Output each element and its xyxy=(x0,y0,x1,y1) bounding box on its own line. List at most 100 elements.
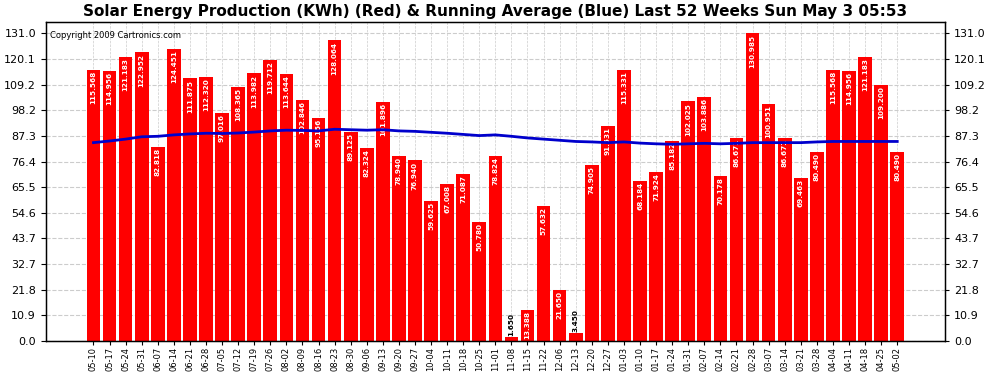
Bar xyxy=(569,333,582,341)
Text: 50.780: 50.780 xyxy=(476,223,482,251)
Bar xyxy=(119,57,133,341)
Text: 124.451: 124.451 xyxy=(171,50,177,83)
Text: 101.896: 101.896 xyxy=(380,103,386,136)
Text: 78.940: 78.940 xyxy=(396,157,402,185)
Bar xyxy=(488,156,502,341)
Text: 78.824: 78.824 xyxy=(492,157,498,185)
Text: 108.365: 108.365 xyxy=(236,88,242,121)
Text: 80.490: 80.490 xyxy=(894,153,900,181)
Text: 59.625: 59.625 xyxy=(428,202,434,231)
Bar xyxy=(392,156,406,341)
Text: 80.490: 80.490 xyxy=(814,153,820,181)
Text: 122.952: 122.952 xyxy=(139,54,145,87)
Text: 121.183: 121.183 xyxy=(123,58,129,90)
Bar xyxy=(537,206,550,341)
Bar xyxy=(296,99,309,341)
Text: 3.450: 3.450 xyxy=(573,309,579,332)
Text: 13.388: 13.388 xyxy=(525,311,531,339)
Text: 102.846: 102.846 xyxy=(299,101,306,134)
Text: 86.671: 86.671 xyxy=(734,139,740,167)
Bar xyxy=(858,57,872,341)
Text: 111.875: 111.875 xyxy=(187,80,193,112)
Text: 1.650: 1.650 xyxy=(509,313,515,336)
Bar xyxy=(199,77,213,341)
Bar xyxy=(135,53,148,341)
Bar xyxy=(360,148,373,341)
Bar xyxy=(874,85,888,341)
Bar xyxy=(328,40,342,341)
Bar xyxy=(456,174,470,341)
Bar xyxy=(730,138,743,341)
Bar xyxy=(794,178,808,341)
Text: 89.125: 89.125 xyxy=(347,133,353,161)
Bar xyxy=(761,104,775,341)
Bar xyxy=(665,141,679,341)
Text: 86.671: 86.671 xyxy=(782,139,788,167)
Bar xyxy=(521,310,535,341)
Text: 70.178: 70.178 xyxy=(718,177,724,205)
Bar xyxy=(778,138,792,341)
Text: 71.087: 71.087 xyxy=(460,175,466,203)
Bar xyxy=(376,102,390,341)
Bar xyxy=(167,49,181,341)
Text: 119.712: 119.712 xyxy=(267,61,273,94)
Text: 128.064: 128.064 xyxy=(332,42,338,75)
Bar xyxy=(312,118,326,341)
Bar xyxy=(617,70,631,341)
Text: 97.016: 97.016 xyxy=(219,114,225,142)
Text: 114.956: 114.956 xyxy=(107,72,113,105)
Bar xyxy=(842,71,855,341)
Text: 57.632: 57.632 xyxy=(541,207,546,235)
Bar xyxy=(634,181,646,341)
Bar xyxy=(505,337,518,341)
Bar xyxy=(248,74,261,341)
Text: 74.905: 74.905 xyxy=(589,166,595,194)
Bar xyxy=(183,78,197,341)
Text: 115.568: 115.568 xyxy=(830,71,836,104)
Bar xyxy=(472,222,486,341)
Bar xyxy=(215,113,229,341)
Bar xyxy=(714,176,728,341)
Text: 76.940: 76.940 xyxy=(412,162,418,189)
Text: 121.183: 121.183 xyxy=(862,58,868,90)
Bar xyxy=(103,71,117,341)
Text: Copyright 2009 Cartronics.com: Copyright 2009 Cartronics.com xyxy=(50,31,181,40)
Text: 130.985: 130.985 xyxy=(749,34,755,68)
Bar xyxy=(150,147,164,341)
Bar xyxy=(745,33,759,341)
Text: 67.008: 67.008 xyxy=(445,185,450,213)
Text: 21.650: 21.650 xyxy=(556,291,562,320)
Text: 115.331: 115.331 xyxy=(621,71,627,104)
Text: 114.956: 114.956 xyxy=(846,72,852,105)
Text: 103.886: 103.886 xyxy=(701,98,707,131)
Bar xyxy=(890,152,904,341)
Bar xyxy=(424,201,438,341)
Bar xyxy=(681,102,695,341)
Bar xyxy=(601,126,615,341)
Bar xyxy=(826,70,840,341)
Text: 82.324: 82.324 xyxy=(363,149,369,177)
Bar xyxy=(279,74,293,341)
Text: 113.982: 113.982 xyxy=(251,75,257,108)
Bar xyxy=(263,60,277,341)
Bar xyxy=(232,87,245,341)
Bar xyxy=(441,184,454,341)
Text: 100.951: 100.951 xyxy=(765,105,771,138)
Text: 85.182: 85.182 xyxy=(669,142,675,170)
Bar xyxy=(649,172,663,341)
Text: 102.025: 102.025 xyxy=(685,103,691,135)
Text: 113.644: 113.644 xyxy=(283,75,289,108)
Bar xyxy=(585,165,599,341)
Text: 71.924: 71.924 xyxy=(653,173,659,201)
Bar xyxy=(698,97,711,341)
Text: 109.200: 109.200 xyxy=(878,86,884,119)
Text: 112.320: 112.320 xyxy=(203,78,209,111)
Bar xyxy=(810,152,824,341)
Title: Solar Energy Production (KWh) (Red) & Running Average (Blue) Last 52 Weeks Sun M: Solar Energy Production (KWh) (Red) & Ru… xyxy=(83,4,908,19)
Bar xyxy=(552,290,566,341)
Text: 115.568: 115.568 xyxy=(90,71,96,104)
Text: 68.184: 68.184 xyxy=(637,182,644,210)
Bar xyxy=(87,70,100,341)
Text: 91.531: 91.531 xyxy=(605,127,611,155)
Bar xyxy=(408,160,422,341)
